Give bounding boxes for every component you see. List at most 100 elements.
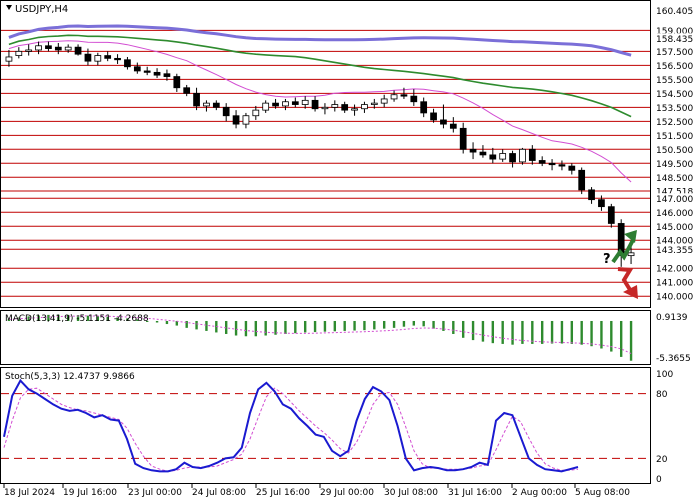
macd-title: MACD(13,41,9) -5.1151 -4.2688 [5, 314, 149, 324]
candle [232, 115, 240, 125]
price-label-bg [652, 263, 698, 274]
stoch-title: Stoch(5,3,3) 12.4737 9.9866 [5, 372, 135, 382]
stoch-panel: 100 80 20 0 [1, 370, 673, 485]
price-axis-label: 156.500 [656, 62, 693, 72]
candle [74, 46, 82, 55]
macd-bar [422, 320, 425, 327]
price-axis-label: 145.000 [656, 223, 693, 233]
price-label-bg [652, 158, 698, 169]
price-label-bg [652, 74, 698, 85]
candle [430, 112, 437, 121]
candle [153, 71, 161, 76]
candle [400, 94, 408, 97]
macd-signal-line [8, 315, 632, 355]
price-axis-label: 143.355 [656, 246, 693, 256]
candle [509, 153, 516, 163]
dropdown-triangle-icon[interactable] [6, 5, 12, 10]
stoch-main-line [3, 378, 579, 473]
macd-bar [264, 320, 267, 336]
macd-bar [66, 314, 70, 321]
candle [45, 45, 52, 49]
candle [212, 102, 220, 108]
macd-bar [471, 320, 475, 341]
macd-bar [629, 320, 633, 361]
candle [420, 101, 428, 114]
macd-bar [412, 320, 416, 326]
macd-bar [491, 320, 495, 344]
price-label-bg [652, 60, 698, 71]
price-label-bg [652, 221, 698, 232]
macd-bar [106, 316, 109, 321]
candle [143, 70, 151, 73]
arrow-up-icon [611, 239, 635, 264]
time-axis-label: 30 Jul 08:00 [384, 488, 438, 498]
price-label-bg [652, 25, 698, 36]
macd-bar [392, 320, 396, 328]
candle [84, 53, 92, 62]
price-label-bg [652, 291, 698, 302]
price-axis-label: 148.500 [656, 174, 693, 184]
time-axis-label: 31 Jul 16:00 [448, 488, 502, 498]
candle [390, 94, 398, 100]
ma-mid-line [8, 34, 632, 118]
price-panel-frame [0, 0, 651, 308]
arrow-down-icon [617, 267, 634, 295]
macd-bar [550, 320, 554, 344]
macd-bar [363, 320, 366, 331]
price-axis-label: 154.500 [656, 90, 693, 100]
candle [5, 56, 13, 62]
candle [351, 108, 358, 111]
macd-bar [481, 320, 485, 342]
macd-bar [116, 317, 119, 321]
macd-bar [254, 320, 258, 337]
candle [568, 165, 576, 171]
time-axis-label: 25 Jul 16:00 [256, 488, 310, 498]
macd-bar [452, 320, 455, 334]
price-axis-label: 149.500 [656, 160, 693, 170]
macd-bar [461, 320, 465, 338]
macd-bar [145, 320, 149, 322]
candle [222, 106, 230, 117]
stoch-panel-frame [0, 367, 651, 484]
price-label-bg [652, 235, 698, 246]
candle [301, 99, 309, 105]
candle [469, 148, 477, 153]
candle [528, 148, 536, 161]
price-label-bg [652, 5, 698, 16]
macd-bar [402, 320, 406, 327]
time-axis-label: 23 Jul 00:00 [128, 488, 182, 498]
macd-bar [303, 320, 307, 333]
price-axis-label: 157.500 [656, 48, 693, 58]
macd-bar [580, 320, 583, 345]
macd-panel-frame [0, 310, 651, 365]
macd-bar [313, 320, 317, 333]
macd-bar [136, 319, 139, 321]
candle [54, 46, 62, 51]
price-axis-label: 160.405 [656, 7, 693, 17]
macd-bar [382, 320, 386, 329]
candle [578, 169, 586, 191]
price-label-bg [652, 46, 698, 57]
price-axis-label: 140.000 [656, 293, 693, 303]
macd-bar [96, 316, 100, 321]
candle [291, 101, 299, 105]
price-axis-label: 147.000 [656, 195, 693, 205]
macd-panel: 0.9139 -5.3655 [7, 313, 691, 364]
candle [627, 252, 635, 257]
candle [193, 92, 200, 107]
macd-bar [126, 318, 129, 321]
candles [5, 41, 635, 267]
candle [341, 104, 349, 111]
price-axis-label: 159.000 [656, 27, 693, 37]
macd-bar [47, 314, 50, 321]
candle [410, 95, 418, 103]
macd-bar [195, 320, 198, 330]
candle [311, 99, 319, 110]
macd-bar [175, 320, 179, 326]
price-axis-label: 152.500 [656, 118, 693, 128]
stoch-axis-label: 0 [656, 475, 662, 485]
macd-bar [274, 320, 277, 335]
candle [282, 101, 289, 107]
stoch-signal-line [3, 387, 579, 472]
macd-bar [165, 320, 169, 325]
